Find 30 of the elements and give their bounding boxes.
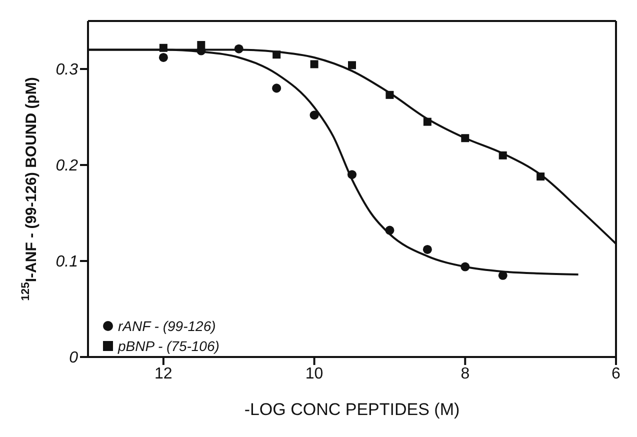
point bbox=[272, 50, 281, 59]
point bbox=[158, 52, 168, 62]
y-tick-label: 0.2 bbox=[56, 158, 78, 175]
point bbox=[310, 60, 318, 68]
point bbox=[536, 172, 545, 181]
x-tick-label: 6 bbox=[612, 365, 621, 382]
point bbox=[498, 151, 507, 160]
point bbox=[272, 84, 282, 93]
y-tick-label: 0.1 bbox=[56, 254, 78, 271]
point bbox=[347, 170, 357, 180]
y-tick-label: 0.3 bbox=[56, 62, 78, 79]
y-tick-label: 0 bbox=[69, 350, 78, 367]
legend-label: rANF - (99-126) bbox=[118, 317, 216, 336]
point bbox=[422, 244, 432, 254]
legend-label: pBNP - (75-106) bbox=[118, 337, 220, 356]
point bbox=[461, 134, 470, 142]
point bbox=[234, 44, 244, 54]
point bbox=[348, 61, 356, 70]
point bbox=[423, 118, 432, 126]
point bbox=[498, 270, 508, 280]
point bbox=[310, 110, 319, 120]
point bbox=[385, 226, 394, 235]
point bbox=[159, 44, 168, 52]
x-tick-label: 12 bbox=[154, 365, 172, 382]
point bbox=[460, 262, 470, 272]
x-tick-label: 8 bbox=[460, 365, 470, 382]
x-axis-title: -LOG CONC PEPTIDES (M) bbox=[244, 400, 460, 419]
point bbox=[197, 41, 206, 49]
x-tick-label: 10 bbox=[305, 365, 324, 382]
point bbox=[386, 90, 394, 99]
